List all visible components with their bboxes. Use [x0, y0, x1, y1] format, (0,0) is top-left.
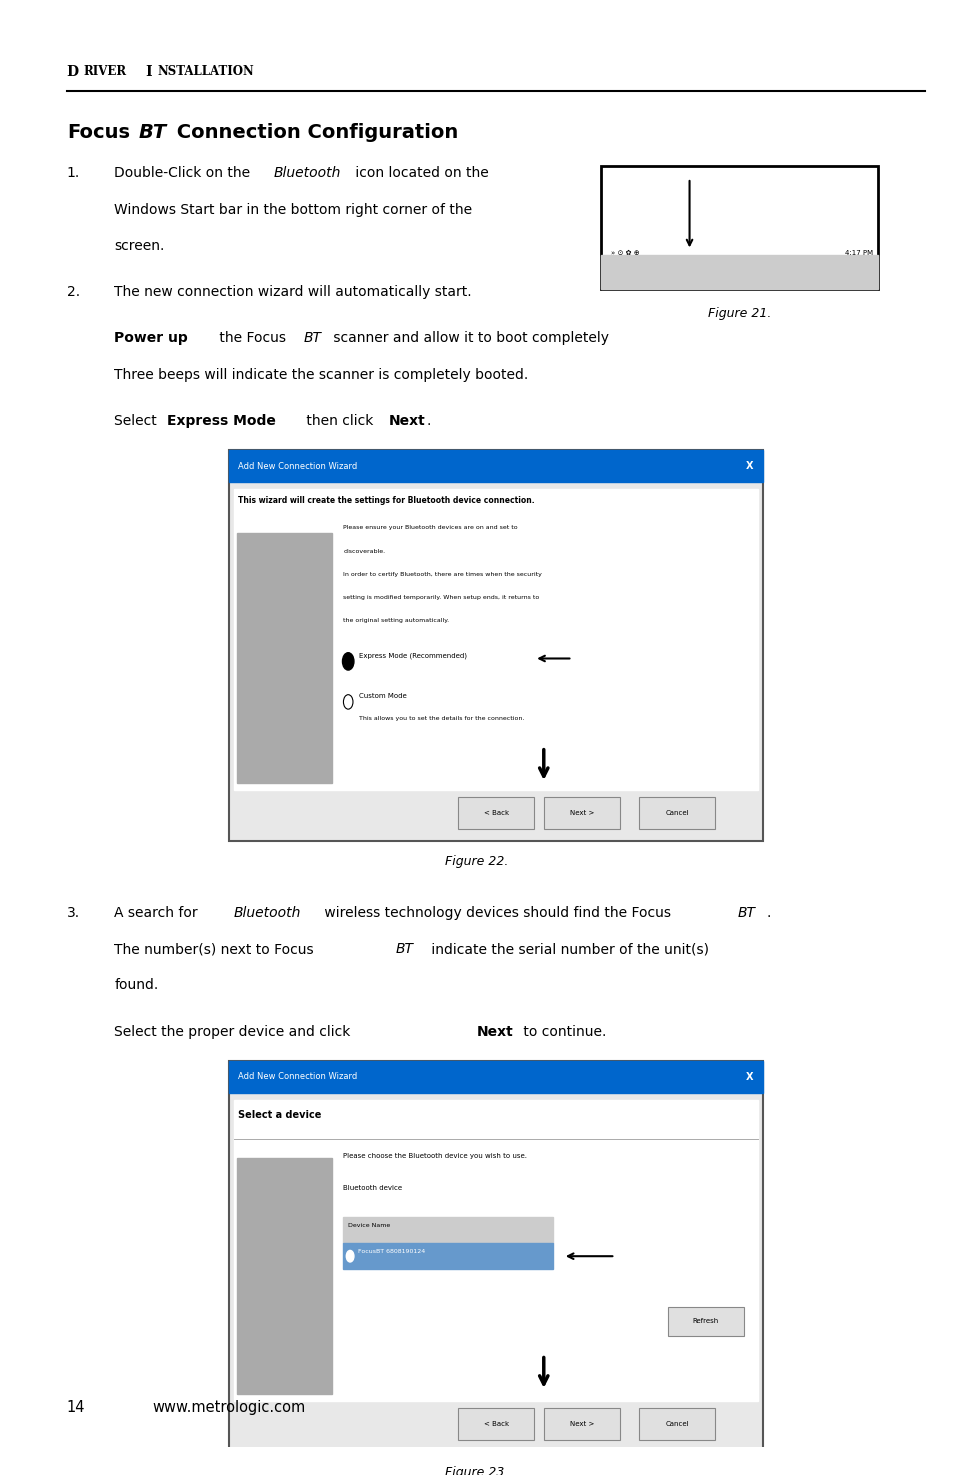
Text: I: I — [145, 65, 152, 80]
Bar — [236, 1158, 332, 1394]
FancyBboxPatch shape — [229, 450, 762, 841]
Text: BT: BT — [303, 332, 321, 345]
Text: indicate the serial number of the unit(s): indicate the serial number of the unit(s… — [427, 943, 709, 956]
Bar — [343, 1243, 553, 1268]
Text: RIVER: RIVER — [84, 65, 127, 78]
Text: » ⊙ ✿ ⊕: » ⊙ ✿ ⊕ — [610, 251, 639, 257]
Text: setting is modified temporarily. When setup ends, it returns to: setting is modified temporarily. When se… — [343, 594, 539, 600]
Text: This allows you to set the details for the connection.: This allows you to set the details for t… — [358, 717, 523, 721]
Text: .: . — [426, 414, 431, 428]
Text: BT: BT — [395, 943, 414, 956]
Text: 2.: 2. — [67, 285, 80, 299]
Text: discoverable.: discoverable. — [343, 549, 385, 553]
Text: D: D — [67, 65, 79, 80]
Text: 3.: 3. — [67, 906, 80, 920]
Text: Bluetooth device: Bluetooth device — [343, 1186, 402, 1192]
FancyBboxPatch shape — [639, 798, 715, 829]
Text: Cancel: Cancel — [665, 1420, 688, 1428]
Bar — [233, 1100, 758, 1401]
Text: Next: Next — [476, 1025, 514, 1038]
Text: Figure 21.: Figure 21. — [707, 307, 770, 320]
Text: Double-Click on the: Double-Click on the — [114, 167, 254, 180]
Text: Figure 23.: Figure 23. — [445, 1466, 508, 1475]
Text: Bluetooth: Bluetooth — [274, 167, 341, 180]
Text: X: X — [745, 1072, 753, 1081]
Bar — [600, 255, 877, 289]
Circle shape — [342, 653, 354, 670]
Text: A search for: A search for — [114, 906, 202, 920]
Text: Add New Connection Wizard: Add New Connection Wizard — [238, 1072, 357, 1081]
Circle shape — [346, 1251, 354, 1263]
Text: to continue.: to continue. — [518, 1025, 606, 1038]
Text: icon located on the: icon located on the — [351, 167, 488, 180]
Text: screen.: screen. — [114, 239, 165, 252]
Text: The new connection wizard will automatically start.: The new connection wizard will automatic… — [114, 285, 472, 299]
Bar — [229, 450, 762, 482]
Text: < Back: < Back — [483, 810, 508, 816]
Text: Next: Next — [388, 414, 425, 428]
Text: Express Mode (Recommended): Express Mode (Recommended) — [358, 653, 466, 659]
Text: Custom Mode: Custom Mode — [358, 693, 406, 699]
Text: Select: Select — [114, 414, 161, 428]
Text: This wizard will create the settings for Bluetooth device connection.: This wizard will create the settings for… — [238, 497, 535, 506]
Text: Next >: Next > — [569, 1420, 594, 1428]
Text: the Focus: the Focus — [214, 332, 285, 345]
Bar — [343, 1217, 553, 1243]
Text: wireless technology devices should find the Focus: wireless technology devices should find … — [319, 906, 670, 920]
Text: In order to certify Bluetooth, there are times when the security: In order to certify Bluetooth, there are… — [343, 572, 541, 577]
Text: Three beeps will indicate the scanner is completely booted.: Three beeps will indicate the scanner is… — [114, 367, 528, 382]
Text: Focus: Focus — [67, 122, 130, 142]
FancyBboxPatch shape — [667, 1307, 743, 1336]
Text: NSTALLATION: NSTALLATION — [157, 65, 253, 78]
Text: Next >: Next > — [569, 810, 594, 816]
FancyBboxPatch shape — [639, 1409, 715, 1440]
Text: scanner and allow it to boot completely: scanner and allow it to boot completely — [329, 332, 609, 345]
Text: .: . — [765, 906, 770, 920]
Text: Select the proper device and click: Select the proper device and click — [114, 1025, 355, 1038]
Bar — [229, 1061, 762, 1093]
Text: BT: BT — [138, 122, 166, 142]
Text: < Back: < Back — [483, 1420, 508, 1428]
Text: FocusBT 6808190124: FocusBT 6808190124 — [357, 1249, 424, 1254]
Text: the original setting automatically.: the original setting automatically. — [343, 618, 449, 622]
Text: Cancel: Cancel — [665, 810, 688, 816]
Text: X: X — [745, 462, 753, 471]
Bar — [236, 532, 332, 783]
FancyBboxPatch shape — [229, 1061, 762, 1451]
Text: Figure 22.: Figure 22. — [445, 855, 508, 869]
Text: Select a device: Select a device — [238, 1111, 321, 1120]
Text: Connection Configuration: Connection Configuration — [170, 122, 457, 142]
Text: The number(s) next to Focus: The number(s) next to Focus — [114, 943, 314, 956]
Text: Express Mode: Express Mode — [167, 414, 275, 428]
FancyBboxPatch shape — [543, 1409, 619, 1440]
Text: 4:17 PM: 4:17 PM — [844, 251, 872, 257]
Text: Power up: Power up — [114, 332, 188, 345]
FancyBboxPatch shape — [457, 1409, 534, 1440]
Text: Device Name: Device Name — [348, 1223, 390, 1227]
Text: Add New Connection Wizard: Add New Connection Wizard — [238, 462, 357, 471]
Text: Bluetooth: Bluetooth — [233, 906, 301, 920]
Text: www.metrologic.com: www.metrologic.com — [152, 1400, 306, 1416]
FancyBboxPatch shape — [457, 798, 534, 829]
Text: BT: BT — [737, 906, 755, 920]
Text: 1.: 1. — [67, 167, 80, 180]
Text: then click: then click — [302, 414, 377, 428]
Text: Please ensure your Bluetooth devices are on and set to: Please ensure your Bluetooth devices are… — [343, 525, 517, 531]
FancyBboxPatch shape — [600, 167, 877, 289]
Text: found.: found. — [114, 978, 158, 993]
FancyBboxPatch shape — [543, 798, 619, 829]
Text: Please choose the Bluetooth device you wish to use.: Please choose the Bluetooth device you w… — [343, 1153, 527, 1159]
Text: Windows Start bar in the bottom right corner of the: Windows Start bar in the bottom right co… — [114, 202, 472, 217]
Text: Refresh: Refresh — [692, 1319, 719, 1325]
Text: 14: 14 — [67, 1400, 85, 1416]
Bar — [233, 490, 758, 791]
